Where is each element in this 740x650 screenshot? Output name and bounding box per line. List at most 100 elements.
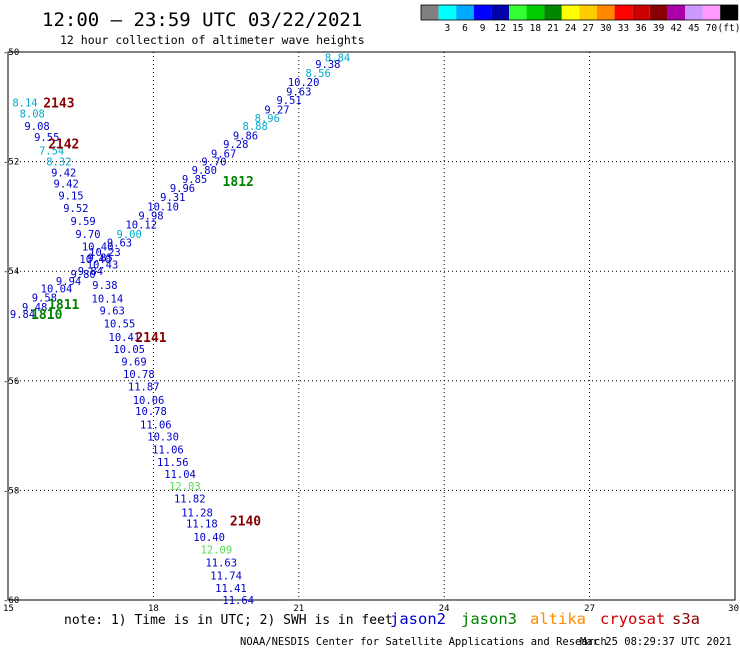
colorbar-label: 39 [653, 23, 665, 34]
x-tick-label: 21 [293, 604, 304, 614]
colorbar-swatch [473, 5, 492, 20]
colorbar-swatch [421, 5, 439, 20]
colorbar-label: 70 [706, 23, 718, 34]
wave-height-value: 8.08 [20, 108, 45, 120]
colorbar-label: 27 [582, 23, 593, 34]
wave-height-value: 11.06 [140, 420, 172, 432]
wave-height-value: 10.04 [41, 284, 73, 296]
wave-height-value: 9.59 [70, 216, 95, 228]
wave-height-value: 9.08 [24, 121, 49, 133]
wave-height-value: 9.63 [107, 238, 132, 250]
colorbar-label: 45 [688, 23, 699, 34]
wave-height-value: 8.14 [12, 97, 37, 109]
chart-title: 12:00 — 23:59 UTC 03/22/2021 [42, 9, 362, 31]
y-tick-label: -58 [3, 486, 19, 496]
y-tick-labels: -50 -52 -54 -56 -58 -60 [3, 48, 19, 606]
colorbar-label: 9 [480, 23, 486, 34]
y-tick-label: -52 [3, 158, 19, 168]
wave-height-value: 9.42 [54, 179, 79, 191]
colorbar-swatch [561, 5, 580, 20]
y-tick-label: -54 [3, 267, 19, 277]
wave-height-value: 10.43 [87, 260, 119, 272]
wave-height-value: 12.09 [201, 545, 233, 557]
colorbar-swatch [614, 5, 633, 20]
wave-height-value: 9.63 [286, 86, 311, 98]
wave-height-value: 8.32 [46, 157, 71, 169]
wave-height-value: 10.78 [123, 369, 155, 381]
colorbar-swatch [438, 5, 457, 20]
satellite-legend-cryosat: cryosat [600, 610, 665, 628]
colorbar-label: 15 [512, 23, 523, 34]
satellite-legend-jason3: jason3 [461, 610, 517, 628]
wave-height-value: 11.64 [222, 595, 254, 607]
colorbar-label: 12 [494, 23, 505, 34]
colorbar-swatch [491, 5, 509, 20]
colorbar-swatch [456, 5, 474, 20]
wave-height-value: 9.42 [51, 168, 76, 180]
wave-height-value: 9.15 [58, 191, 83, 203]
wave-height-value: 9.86 [233, 130, 258, 142]
wave-height-points: 8.849.388.5610.209.639.519.278.968.889.8… [10, 52, 350, 607]
wave-height-value: 9.84 [78, 266, 103, 278]
colorbar-label: 36 [635, 23, 647, 34]
colorbar-swatch [702, 5, 721, 20]
wave-height-value: 11.63 [205, 558, 237, 570]
x-tick-label: 15 [3, 604, 14, 614]
y-tick-label: -56 [3, 377, 19, 387]
satellite-legend-jason2: jason2 [390, 610, 446, 628]
colorbar-label: 33 [618, 23, 629, 34]
colorbar-swatch [720, 5, 738, 20]
wave-height-value: 9.63 [100, 306, 125, 318]
wave-height-value: 9.55 [34, 132, 59, 144]
wave-height-value: 10.78 [135, 406, 167, 418]
x-tick-label: 27 [584, 604, 595, 614]
wave-height-value: 9.84 [10, 309, 35, 321]
wave-height-value: 8.88 [243, 121, 268, 133]
footer-generated: Mar 25 08:29:37 UTC 2021 [580, 636, 732, 648]
grid-lines [8, 52, 735, 600]
wave-height-value: 9.38 [92, 280, 117, 292]
wave-height-value: 9.48 [22, 302, 47, 314]
colorbar-label: 21 [547, 23, 559, 34]
wave-height-value: 10.06 [133, 395, 165, 407]
wave-height-value: 9.80 [70, 269, 95, 281]
colorbar-swatch [597, 5, 615, 20]
colorbar-swatch [509, 5, 527, 20]
wave-height-value: 10.14 [92, 294, 124, 306]
wave-height-value: 11.41 [215, 583, 247, 595]
colorbar-unit: (ft) [718, 23, 740, 34]
wave-height-value: 9.94 [56, 276, 81, 288]
y-tick-label: -60 [3, 596, 19, 606]
colorbar-swatch [667, 5, 685, 20]
colorbar-swatch [579, 5, 597, 20]
colorbar-label: 6 [462, 23, 468, 34]
pass-time-label: 2141 [135, 331, 166, 346]
wave-height-value: 11.28 [181, 507, 213, 519]
pass-time-label: 1811 [48, 298, 79, 313]
x-tick-label: 18 [148, 604, 159, 614]
colorbar-swatch [526, 5, 545, 20]
wave-height-value: 9.67 [211, 148, 236, 160]
wave-height-value: 11.04 [164, 469, 196, 481]
pass-time-label: 1812 [223, 175, 254, 190]
x-tick-label: 30 [728, 604, 739, 614]
wave-height-value: 12.03 [169, 481, 201, 493]
y-tick-label: -50 [3, 48, 19, 58]
colorbar-label: 30 [600, 23, 612, 34]
colorbar-legend: 3 6 9 12 15 18 21 24 27 30 33 36 39 42 45 70 (ft) [420, 4, 740, 34]
pass-time-label: 1810 [31, 308, 62, 323]
colorbar-swatch [544, 5, 562, 20]
wave-height-value: 9.58 [32, 293, 57, 305]
wave-height-value: 10.12 [125, 220, 157, 232]
colorbar-swatch [649, 5, 668, 20]
wave-height-value: 11.06 [152, 444, 184, 456]
colorbar-label: 24 [565, 23, 577, 34]
wave-height-value: 10.41 [109, 332, 141, 344]
colorbar-frame [420, 4, 739, 21]
colorbar-swatch [685, 5, 703, 20]
satellite-legend-altika: altika [530, 610, 586, 628]
pass-time-label: 2140 [230, 515, 261, 530]
wave-height-value: 9.96 [170, 183, 195, 195]
colorbar-label: 3 [445, 23, 451, 34]
